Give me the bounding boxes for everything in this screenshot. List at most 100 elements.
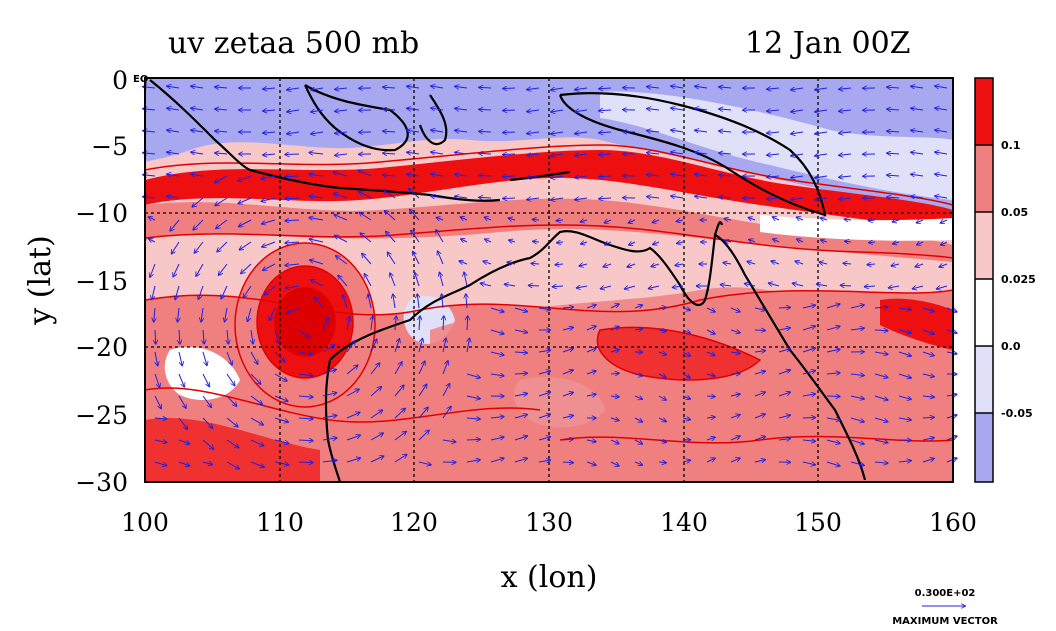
wind-vector: [250, 351, 258, 364]
wind-vector: [802, 371, 815, 375]
wind-vector: [922, 374, 934, 377]
wind-vector: [346, 412, 360, 419]
wind-vectors: [143, 86, 957, 469]
wind-vector: [370, 339, 377, 353]
wind-vector: [310, 239, 324, 243]
wind-vector: [527, 132, 540, 134]
wind-vector: [262, 197, 276, 201]
wind-vector: [390, 273, 396, 287]
wind-vector: [874, 330, 888, 331]
wind-vector: [719, 153, 732, 154]
wind-vector: [346, 458, 360, 463]
wind-vector: [514, 415, 527, 419]
wind-vector: [150, 263, 156, 277]
wind-vector: [335, 154, 348, 155]
wind-vector: [370, 410, 382, 419]
wind-vector: [285, 154, 300, 155]
wind-vector: [658, 330, 666, 331]
wind-vector: [196, 263, 204, 276]
wind-vector: [893, 220, 900, 222]
wind-vector: [335, 236, 348, 243]
wind-vector: [437, 218, 444, 221]
wind-vector: [418, 462, 431, 465]
wind-vector: [250, 395, 262, 404]
wind-vector: [719, 197, 732, 198]
wind-vector: [935, 86, 948, 88]
wind-vector: [815, 198, 828, 200]
wind-vector: [754, 414, 765, 419]
wind-vector: [239, 219, 252, 227]
wind-vector: [215, 131, 228, 132]
wind-vector: [485, 239, 492, 242]
wind-vector: [370, 456, 384, 463]
wind-vector: [359, 213, 372, 221]
wind-vector: [250, 439, 264, 446]
wind-vector: [503, 88, 516, 89]
wind-vector: [551, 154, 564, 156]
wind-vector: [647, 87, 660, 88]
wind-vector: [509, 240, 516, 242]
wind-vector: [503, 176, 516, 177]
wind-vector: [383, 109, 396, 110]
wind-vector: [658, 440, 666, 442]
wind-vector: [238, 197, 252, 204]
wind-vector: [215, 197, 228, 205]
wind-vector: [263, 88, 276, 89]
wind-vector: [503, 132, 516, 133]
wind-vector: [226, 395, 237, 406]
wind-vector: [455, 108, 468, 110]
wind-vector: [815, 88, 828, 90]
wind-vector: [647, 175, 660, 176]
wind-vector: [285, 242, 300, 243]
wind-vector: [791, 88, 804, 90]
wind-vector: [891, 264, 900, 266]
wind-vector: [922, 417, 934, 418]
wind-vector: [557, 242, 564, 243]
wind-vector: [821, 218, 828, 220]
wind-vector: [442, 407, 451, 419]
wind-vector: [503, 110, 516, 111]
wind-vector: [850, 439, 864, 444]
wind-vector: [287, 88, 300, 90]
colorbar-label: 0.025: [1001, 273, 1036, 286]
wind-vector: [238, 175, 252, 181]
wind-vector: [562, 392, 573, 397]
wind-vector: [203, 329, 204, 344]
wind-vector: [551, 176, 564, 178]
wind-vector: [298, 418, 313, 419]
wind-vector: [417, 294, 419, 309]
wind-vector: [695, 152, 708, 154]
wind-vector: [274, 329, 279, 343]
wind-vector: [335, 132, 348, 133]
wind-vector: [599, 88, 612, 89]
wind-vector: [754, 392, 765, 397]
vector-legend-caption: MAXIMUM VECTOR: [892, 616, 998, 627]
wind-vector: [407, 130, 420, 132]
wind-vector: [706, 307, 715, 312]
wind-vector: [730, 352, 740, 353]
x-axis-ticks: 100 110 120 130 140 150 160: [121, 508, 977, 537]
wind-vector: [467, 338, 470, 353]
colorbar-swatch: [975, 413, 993, 482]
wind-vector: [431, 196, 444, 198]
wind-vector: [335, 110, 348, 111]
wind-vector: [538, 308, 550, 310]
wind-vector: [479, 175, 492, 176]
wind-vector: [706, 437, 715, 440]
wind-vector: [509, 218, 516, 220]
wind-vector: [682, 460, 690, 462]
wind-vector: [215, 109, 228, 110]
wind-vector: [178, 417, 187, 429]
wind-vector: [610, 418, 619, 421]
wind-vector: [817, 284, 828, 286]
wind-vector: [627, 264, 636, 267]
wind-vector: [538, 460, 550, 462]
wind-vector: [167, 108, 180, 110]
wind-vector: [466, 294, 467, 309]
wind-vector: [839, 154, 852, 155]
wind-vector: [815, 132, 828, 134]
wind-vector: [575, 132, 588, 134]
wind-vector: [778, 307, 790, 308]
wind-vector: [802, 348, 815, 353]
wind-vector: [887, 131, 900, 132]
